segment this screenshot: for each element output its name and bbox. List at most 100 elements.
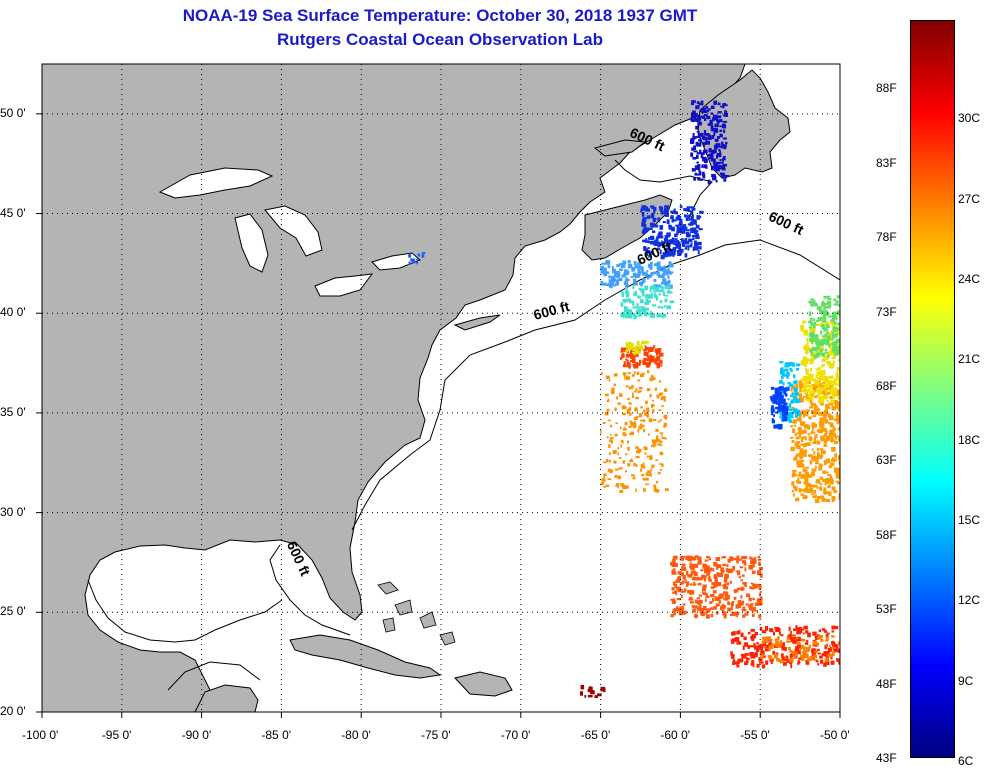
sst-pixel [692,227,697,232]
sst-pixel [696,118,700,122]
colorbar-f-label: 58F [876,527,897,542]
sst-pixel [834,441,839,445]
sst-pixel [722,563,727,566]
sst-pixel [688,598,694,601]
sst-pixel [714,597,719,601]
sst-pixel [752,563,755,568]
sst-pixel [815,368,819,371]
sst-pixel [807,433,811,436]
sst-pixel [696,152,702,155]
sst-pixel [796,363,801,367]
sst-pixel [713,144,719,148]
sst-pixel [827,473,832,476]
sst-pixel [819,306,822,311]
sst-pixel [827,391,831,395]
sst-pixel [673,242,678,246]
sst-pixel [692,133,695,138]
sst-pixel [793,374,796,379]
sst-patch-gulf-stream-east-green [808,295,840,359]
sst-pixel [708,608,711,612]
sst-pixel [816,383,821,389]
sst-pixel [614,474,618,478]
sst-pixel [646,273,649,277]
sst-pixel [788,408,793,411]
sst-pixel [805,380,808,385]
sst-pixel [660,397,663,401]
sst-pixel [805,412,809,417]
sst-pixel [830,319,835,322]
sst-pixel [669,272,672,275]
sst-pixel [707,123,711,126]
sst-pixel [830,330,834,333]
sst-pixel [688,238,693,242]
sst-pixel [621,405,626,410]
sst-pixel [636,450,640,454]
sst-pixel [697,250,700,255]
sst-pixel [749,607,752,611]
sst-pixel [616,396,619,400]
sst-pixel [682,224,687,227]
sst-pixel [645,400,647,404]
sst-pixel [820,463,823,468]
sst-pixel [641,465,646,469]
sst-pixel [658,235,664,239]
sst-pixel [823,392,826,395]
sst-pixel [792,652,795,656]
sst-pixel [812,441,817,444]
sst-pixel [836,327,840,331]
sst-pixel [723,114,728,117]
sst-pixel [826,356,829,360]
sst-pixel [706,115,711,120]
sst-pixel [605,459,609,462]
sst-pixel [808,454,813,457]
sst-pixel [807,632,811,638]
sst-pixel [715,180,718,183]
sst-pixel [666,281,669,285]
sst-pixel [831,458,835,463]
colorbar-f-label: 48F [876,676,897,691]
sst-pixel [654,488,657,493]
sst-pixel [605,262,609,265]
sst-pixel [794,456,798,460]
sst-pixel [784,393,788,397]
sst-pixel [795,651,798,656]
sst-pixel [791,399,795,404]
sst-pixel [698,562,701,565]
sst-pixel [699,210,704,214]
sst-pixel [790,663,793,669]
sst-pixel [653,484,656,487]
sst-pixel [805,472,809,477]
sst-pixel [792,493,795,497]
sst-pixel [712,176,717,181]
sst-pixel [823,375,828,379]
sst-pixel [799,455,803,460]
sst-pixel [690,152,694,157]
sst-pixel [617,278,622,281]
sst-pixel [623,427,626,429]
sst-pixel [732,631,736,636]
sst-pixel [730,651,733,656]
sst-pixel [716,161,721,165]
sst-pixel [704,114,708,117]
sst-pixel [815,350,819,355]
sst-pixel [690,571,694,576]
sst-pixel [829,336,833,342]
sst-pixel [750,663,754,666]
sst-pixel [817,346,820,350]
sst-pixel [649,394,652,398]
sst-patch-gulf-stream-east-yellow [800,320,840,404]
sst-pixel [789,650,793,653]
sst-pixel [681,572,684,577]
sst-pixel [813,406,817,410]
colorbar-f-label: 43F [876,751,897,765]
sst-pixel [815,388,819,393]
sst-pixel [790,631,792,636]
sst-pixel [698,178,703,181]
sst-pixel [724,596,728,601]
sst-pixel [697,246,702,250]
sst-pixel [604,411,609,416]
sst-pixel [644,272,647,276]
sst-pixel [824,658,827,663]
sst-pixel [642,477,646,481]
colorbar-c-label: 15C [958,512,981,527]
